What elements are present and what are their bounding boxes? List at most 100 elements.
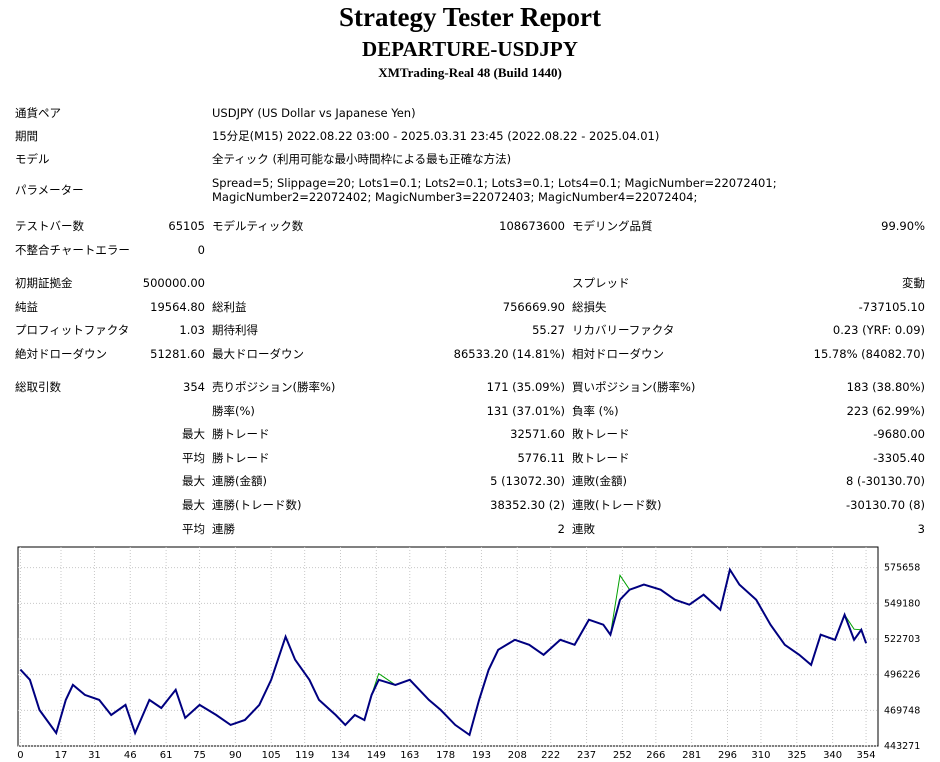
sep: / [98,550,103,561]
info-label: モデル [15,152,50,166]
stat-value: 99.90% [881,219,925,233]
stat-label: 勝率(%) [212,403,255,418]
stat-value: -3305.40 [873,450,925,465]
stat-value: 19564.80 [150,299,205,314]
stat-value: 5 (13072.30) [490,474,565,489]
sep: / [480,550,484,561]
stat-value: 最大 [182,474,205,489]
x-tick-label: 46 [124,750,137,761]
stat-value: 500000.00 [142,276,205,290]
stat-value: -30130.70 (8) [846,498,925,512]
stat-value: 5776.11 [517,450,565,465]
stat-value: 最大 [182,427,205,442]
stat-value: 223 (62.99%) [846,403,925,418]
stat-value: 55.27 [532,323,565,338]
stat-label: 連勝(金額) [212,474,267,489]
y-tick-label: 443271 [884,741,920,752]
x-tick-label: 105 [262,750,281,761]
stat-value: 0 [197,242,205,257]
x-tick-label: 193 [472,750,491,761]
stat-label: リカバリーファクタ [572,323,675,338]
x-tick-label: 266 [646,750,665,761]
x-tick-label: 31 [88,750,101,761]
x-tick-label: 75 [193,750,206,761]
model-label: 全ティック(利用可能な最小時間枠を使いすべてのティックを生成する, 最も正確な方… [105,550,478,561]
stat-label: モデリング品質 [572,219,653,233]
stat-label: 勝トレード [212,427,270,442]
stat-label: テストバー数 [15,219,84,233]
stat-label: 絶対ドローダウン [15,346,107,361]
x-tick-label: 208 [508,750,527,761]
info-label: 通貨ペア [15,106,61,120]
stat-value: 平均 [182,450,205,465]
stat-value: 平均 [182,521,205,536]
stat-value: 183 (38.80%) [846,380,925,394]
legend-balance: 残高 [20,550,40,561]
stat-value: 15.78% (84082.70) [813,346,925,361]
x-tick-label: 178 [436,750,455,761]
stat-value: 3 [917,521,925,536]
legend-equity: 有効証拠金 [48,550,96,561]
stat-value: -9680.00 [873,427,925,442]
stat-label: 連勝 [212,521,235,536]
x-tick-label: 0 [17,750,23,761]
x-tick-label: 163 [400,750,419,761]
x-tick-label: 340 [823,750,842,761]
stat-label: 初期証拠金 [15,276,73,290]
x-tick-label: 325 [787,750,806,761]
x-tick-label: 61 [160,750,173,761]
info-value: Spread=5; Slippage=20; Lots1=0.1; Lots2=… [212,176,777,204]
stat-value: 32571.60 [510,427,565,442]
info-value: 全ティック (利用可能な最小時間枠による最も正確な方法) [212,152,512,166]
stat-label: 敗トレード [572,427,630,442]
x-tick-label: 149 [367,750,386,761]
stat-value: -737105.10 [858,299,925,314]
series-line [20,568,867,736]
stat-label: 不整合チャートエラー [15,242,130,257]
y-tick-label: 575658 [884,563,920,574]
stat-label: 最大ドローダウン [212,346,304,361]
stat-label: スプレッド [572,276,630,290]
x-tick-label: 310 [751,750,770,761]
stat-label: 期待利得 [212,323,258,338]
x-tick-label: 222 [541,750,560,761]
stat-value: 65105 [168,219,205,233]
x-tick-label: 90 [229,750,242,761]
stat-label: モデルティック数 [212,219,304,233]
server: XMTrading-Real 48 (Build 1440) [378,65,562,80]
x-tick-label: 237 [577,750,596,761]
stat-label: 売りポジション(勝率%) [212,380,336,394]
stat-value: 756669.90 [502,299,565,314]
stat-label: 勝トレード [212,450,270,465]
stat-label: 純益 [15,299,38,314]
sep: / [42,550,46,561]
chart-legend: 残高 / 有効証拠金 / 全ティック(利用可能な最小時間枠を使いすべてのティック… [20,549,523,563]
y-tick-label: 496226 [884,670,920,681]
stat-label: 買いポジション(勝率%) [572,380,696,394]
subtitle: DEPARTURE-USDJPY [362,37,578,61]
stat-label: 連敗(金額) [572,474,627,489]
y-tick-label: 549180 [884,598,920,609]
stat-label: プロフィットファクタ [15,323,130,338]
x-tick-label: 17 [55,750,68,761]
stat-value: 131 (37.01%) [486,403,565,418]
stat-value: 108673600 [499,219,565,233]
stat-value: 86533.20 (14.81%) [453,346,565,361]
stat-value: 51281.60 [150,346,205,361]
stat-value: 38352.30 (2) [490,498,565,512]
info-label: パラメーター [15,183,84,197]
x-tick-label: 296 [718,750,737,761]
x-tick-label: 281 [682,750,701,761]
stat-value: 354 [183,380,205,394]
stat-label: 敗トレード [572,450,630,465]
stat-label: 連敗(トレード数) [572,498,662,512]
stat-label: 総利益 [212,299,247,314]
stat-label: 負率 (%) [572,403,619,418]
title: Strategy Tester Report [339,2,601,32]
stat-value: 1.03 [179,323,205,338]
series-line [19,567,868,737]
info-value: USDJPY (US Dollar vs Japanese Yen) [212,106,416,120]
stat-label: 総取引数 [15,380,61,394]
